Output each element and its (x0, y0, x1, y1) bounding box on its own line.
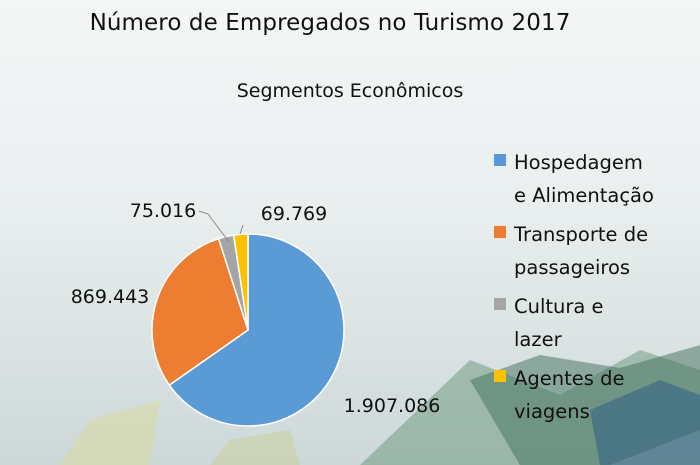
legend-swatch-transporte (494, 226, 506, 238)
data-label-hospedagem: 1.907.086 (344, 395, 441, 417)
legend-label-hospedagem-line1: Hospedagem (514, 151, 643, 174)
chart-title: Número de Empregados no Turismo 2017 (89, 10, 571, 36)
legend-item-cultura: Cultura e lazer (492, 290, 697, 356)
legend-swatch-agentes (494, 370, 506, 382)
data-label-agentes: 69.769 (261, 203, 327, 225)
data-label-cultura: 75.016 (130, 200, 196, 222)
leader-line-cultura (198, 210, 230, 243)
legend-swatch-hospedagem (494, 154, 506, 166)
data-label-transporte: 869.443 (71, 286, 150, 308)
leader-line-agentes (239, 224, 244, 235)
chart-subtitle: Segmentos Econômicos (236, 80, 464, 102)
legend-label-cultura-line1: Cultura e (514, 295, 604, 318)
legend-label-cultura-line2: lazer (514, 328, 562, 351)
legend-item-transporte: Transporte de passageiros (492, 218, 697, 284)
pie-slice-agentes (232, 233, 249, 331)
legend-label-hospedagem-line2: e Alimentação (514, 184, 654, 207)
pie-slice-hospedagem (168, 233, 345, 427)
pie-slice-transporte (151, 237, 249, 387)
legend-item-hospedagem: Hospedagem e Alimentação (492, 146, 697, 212)
legend-label-agentes-line2: viagens (514, 400, 590, 423)
legend-label-transporte-line1: Transporte de (514, 223, 649, 246)
legend-label-transporte-line2: passageiros (514, 256, 631, 279)
legend-item-agentes: Agentes de viagens (492, 362, 697, 428)
legend: Hospedagem e Alimentação Transporte de p… (492, 146, 697, 434)
legend-label-agentes-line1: Agentes de (514, 367, 625, 390)
legend-swatch-cultura (494, 298, 506, 310)
